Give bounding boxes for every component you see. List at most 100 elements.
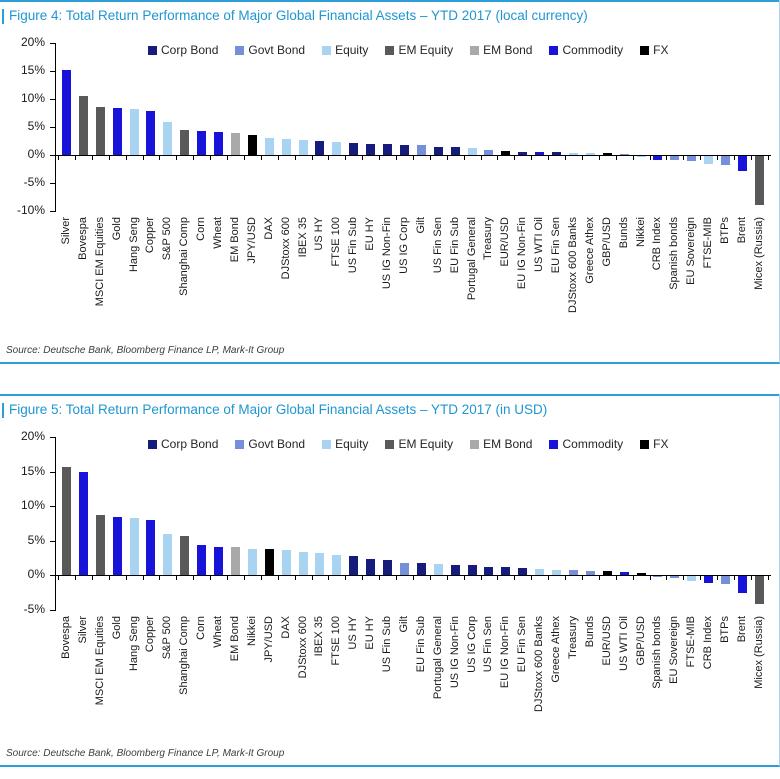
- bar: [129, 518, 139, 575]
- x-axis-tick: [717, 575, 719, 580]
- legend-label: EM Equity: [398, 43, 454, 57]
- bar: [602, 570, 612, 575]
- legend-item: FX: [640, 437, 669, 451]
- x-axis-label: EU IG Non-Fin: [499, 615, 512, 688]
- x-axis-label: GBP/USD: [634, 615, 647, 666]
- legend-label: Corp Bond: [161, 437, 219, 451]
- x-axis-label: Gold: [110, 217, 123, 241]
- x-axis-label: Shanghai Comp: [178, 217, 191, 296]
- legend-swatch-icon: [385, 439, 395, 449]
- x-axis-tick: [159, 155, 161, 160]
- x-axis-label: CRB Index: [651, 217, 664, 271]
- legend-item: EM Bond: [470, 43, 532, 57]
- x-axis-tick: [193, 575, 195, 580]
- x-axis-tick: [345, 155, 347, 160]
- x-axis-tick: [277, 155, 279, 160]
- x-axis-label: US HY: [347, 615, 360, 650]
- bar: [416, 563, 426, 575]
- bar: [281, 139, 291, 155]
- x-axis-label: Copper: [144, 615, 157, 652]
- title-left-tick: [2, 402, 4, 418]
- x-axis-label: EU HY: [364, 615, 377, 650]
- bar: [535, 152, 545, 155]
- x-axis-tick: [74, 155, 76, 160]
- bar: [518, 151, 528, 155]
- legend-swatch-icon: [148, 45, 157, 55]
- x-axis-tick: [615, 155, 617, 160]
- legend-item: Corp Bond: [148, 43, 218, 57]
- bar: [552, 570, 562, 575]
- x-axis-label: IBEX 35: [296, 217, 309, 258]
- x-axis-label: EM Bond: [228, 615, 241, 661]
- x-axis-label: Silver: [59, 217, 72, 245]
- x-axis-tick: [531, 575, 533, 580]
- x-axis-label: IBEX 35: [313, 615, 326, 656]
- x-axis-label: US IG Corp: [465, 615, 478, 673]
- y-axis-tick: [50, 575, 55, 576]
- x-axis-tick: [260, 155, 262, 160]
- x-axis-label: Brent: [735, 217, 748, 244]
- x-axis-tick: [142, 575, 144, 580]
- x-axis-tick: [108, 575, 110, 580]
- y-axis-line: [55, 437, 56, 611]
- x-axis-label: Gilt: [397, 615, 410, 633]
- bar: [670, 156, 680, 161]
- y-axis-tick: [50, 540, 55, 542]
- legend-label: EM Equity: [398, 437, 454, 451]
- bar: [602, 153, 612, 155]
- x-axis-tick: [227, 155, 228, 160]
- legend-label: Equity: [335, 437, 369, 451]
- legend-swatch-icon: [470, 439, 480, 449]
- bar: [146, 519, 156, 575]
- legend-swatch-icon: [322, 439, 332, 449]
- x-axis-label: FTSE-MIB: [685, 615, 698, 667]
- x-axis-label: DJStoxx 600: [279, 217, 292, 280]
- x-axis-label: BTPs: [719, 217, 732, 244]
- legend-item: Equity: [322, 437, 368, 451]
- figure-4-title-row: Figure 4: Total Return Performance of Ma…: [2, 7, 779, 25]
- bar: [653, 156, 663, 160]
- x-axis-tick: [362, 575, 364, 580]
- x-axis-tick: [548, 155, 550, 160]
- x-axis-label: US WTI Oil: [617, 615, 630, 671]
- x-axis-label: EUR/USD: [600, 615, 613, 666]
- bar: [568, 570, 578, 575]
- legend-label: EM Bond: [483, 437, 533, 451]
- x-axis-label: US HY: [313, 217, 326, 251]
- legend-label: Equity: [335, 43, 369, 57]
- x-axis-tick: [565, 155, 566, 160]
- bar: [95, 514, 105, 575]
- y-axis-label: -5%: [23, 175, 45, 189]
- y-axis-tick: [50, 471, 55, 473]
- x-axis-label: Corn: [195, 615, 208, 640]
- x-axis-label: EU Fin Sub: [414, 615, 427, 672]
- bar: [619, 154, 629, 156]
- x-axis-tick: [750, 575, 752, 580]
- bar: [197, 545, 207, 575]
- y-axis-label: 10%: [20, 498, 45, 512]
- bar: [399, 144, 409, 155]
- x-axis-label: Micex (Russia): [752, 615, 765, 689]
- bar: [433, 146, 443, 155]
- bar: [298, 140, 308, 155]
- x-axis-tick: [58, 155, 59, 160]
- bar: [315, 552, 325, 575]
- x-axis-tick: [58, 575, 59, 580]
- x-axis-tick: [345, 575, 347, 580]
- bar: [129, 108, 139, 155]
- x-axis-tick: [243, 575, 245, 580]
- x-axis-label: US IG Non-Fin: [381, 217, 394, 290]
- x-axis-label: EU IG Non-Fin: [516, 217, 529, 290]
- x-axis-tick: [514, 155, 516, 160]
- bar: [214, 546, 224, 575]
- x-axis-tick: [565, 575, 566, 580]
- x-axis-label: EU Fin Sub: [448, 217, 461, 274]
- x-axis-tick: [125, 575, 127, 580]
- x-axis-tick: [176, 575, 178, 580]
- x-axis-label: Gold: [110, 615, 123, 639]
- x-axis-tick: [277, 575, 279, 580]
- title-left-tick: [2, 8, 4, 24]
- bar: [501, 151, 511, 155]
- x-axis-label: Hang Seng: [127, 217, 140, 273]
- x-axis-label: EUR/USD: [499, 217, 512, 267]
